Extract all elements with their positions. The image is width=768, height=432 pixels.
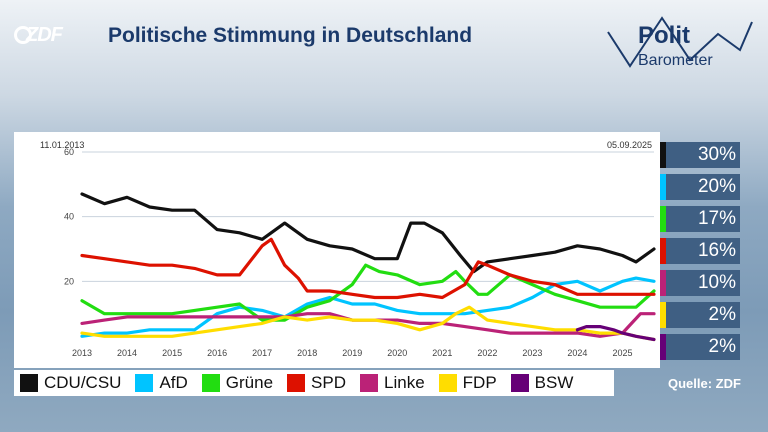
legend-item: CDU/CSU [20, 373, 121, 393]
legend-swatch [360, 374, 379, 392]
badge-color-bar [660, 174, 666, 200]
legend-swatch [20, 374, 38, 392]
final-value-badges: 30% 20% 17% 16% 10% 2% 2% [660, 142, 740, 366]
x-tick-label: 2025 [612, 348, 632, 358]
x-tick-label: 2013 [72, 348, 92, 358]
x-tick-label: 2018 [297, 348, 317, 358]
legend-swatch [287, 374, 306, 392]
series-line-cdu-csu [80, 192, 656, 274]
final-value-badge: 20% [660, 174, 740, 200]
chart-plot: 20 40 60 2013 2014 2015 2016 2017 2018 2019 2020 20… [40, 140, 656, 358]
legend-swatch [438, 374, 457, 392]
x-tick-label: 2021 [432, 348, 452, 358]
legend-item: AfD [135, 373, 188, 393]
badge-color-bar [660, 270, 666, 296]
legend-swatch [510, 374, 529, 392]
politbarometer-barometer: Barometer [638, 52, 713, 69]
legend-label: FDP [462, 373, 497, 392]
legend-swatch [201, 374, 220, 392]
x-tick-label: 2016 [207, 348, 227, 358]
x-tick-label: 2017 [252, 348, 272, 358]
legend-label: Grüne [225, 373, 274, 392]
final-value-badge: 10% [660, 270, 740, 296]
badge-value: 2% [708, 336, 736, 357]
legend-item: BSW [510, 373, 574, 393]
badge-color-bar [660, 302, 666, 328]
series-line-afd [80, 276, 656, 338]
politbarometer-arc-icon [607, 16, 753, 68]
badge-color-bar [660, 142, 666, 168]
series-line-fdp [80, 305, 656, 342]
series-line-linke [80, 312, 656, 338]
x-tick-label: 2023 [522, 348, 542, 358]
y-tick-label: 40 [64, 212, 74, 222]
final-value-badge: 30% [660, 142, 740, 168]
final-value-badge: 16% [660, 238, 740, 264]
legend-item: Grüne [201, 373, 274, 393]
badge-value: 20% [697, 176, 736, 197]
politbarometer-polit: Polit [638, 22, 690, 49]
x-tick-label: 2020 [387, 348, 407, 358]
series-line-bsw [575, 325, 656, 342]
zdf-logo-text: ZDF [26, 24, 63, 46]
date-start-label: 11.01.2013 [40, 140, 84, 150]
legend-item: SPD [287, 373, 346, 393]
chart-legend: CDU/CSU AfD Grüne SPD Linke FDP BSW [14, 370, 614, 396]
badge-value: 17% [697, 208, 736, 229]
legend-label: SPD [311, 373, 347, 392]
legend-swatch [135, 374, 154, 392]
series-line-gr-ne [80, 263, 656, 322]
badge-color-bar [660, 206, 666, 232]
badge-color-bar [660, 238, 666, 264]
zdf-logo: ZDF [14, 24, 76, 52]
source-note: Quelle: ZDF [668, 376, 741, 391]
x-tick-label: 2022 [477, 348, 497, 358]
badge-value: 2% [708, 304, 736, 325]
final-value-badge: 17% [660, 206, 740, 232]
legend-label: CDU/CSU [44, 373, 122, 392]
final-value-badge: 2% [660, 334, 740, 360]
date-end-label: 05.09.2025 [607, 140, 652, 150]
legend-item: FDP [438, 373, 497, 393]
x-tick-label: 2024 [567, 348, 587, 358]
final-value-badge: 2% [660, 302, 740, 328]
series-line-spd [80, 237, 656, 300]
zdf-logo-circle-icon [14, 26, 32, 44]
legend-label: AfD [159, 373, 188, 392]
badge-value: 10% [697, 272, 736, 293]
x-tick-label: 2019 [342, 348, 362, 358]
x-tick-label: 2014 [117, 348, 137, 358]
badge-color-bar [660, 334, 666, 360]
page-title: Politische Stimmung in Deutschland [108, 24, 473, 47]
legend-label: Linke [384, 373, 425, 392]
y-tick-label: 60 [64, 147, 74, 157]
legend-item: Linke [360, 373, 425, 393]
y-tick-label: 20 [64, 276, 74, 286]
legend-label: BSW [534, 373, 574, 392]
x-tick-label: 2015 [162, 348, 182, 358]
badge-value: 30% [697, 144, 736, 165]
badge-value: 16% [697, 240, 736, 261]
politbarometer-logo: Polit Barometer [600, 14, 760, 72]
